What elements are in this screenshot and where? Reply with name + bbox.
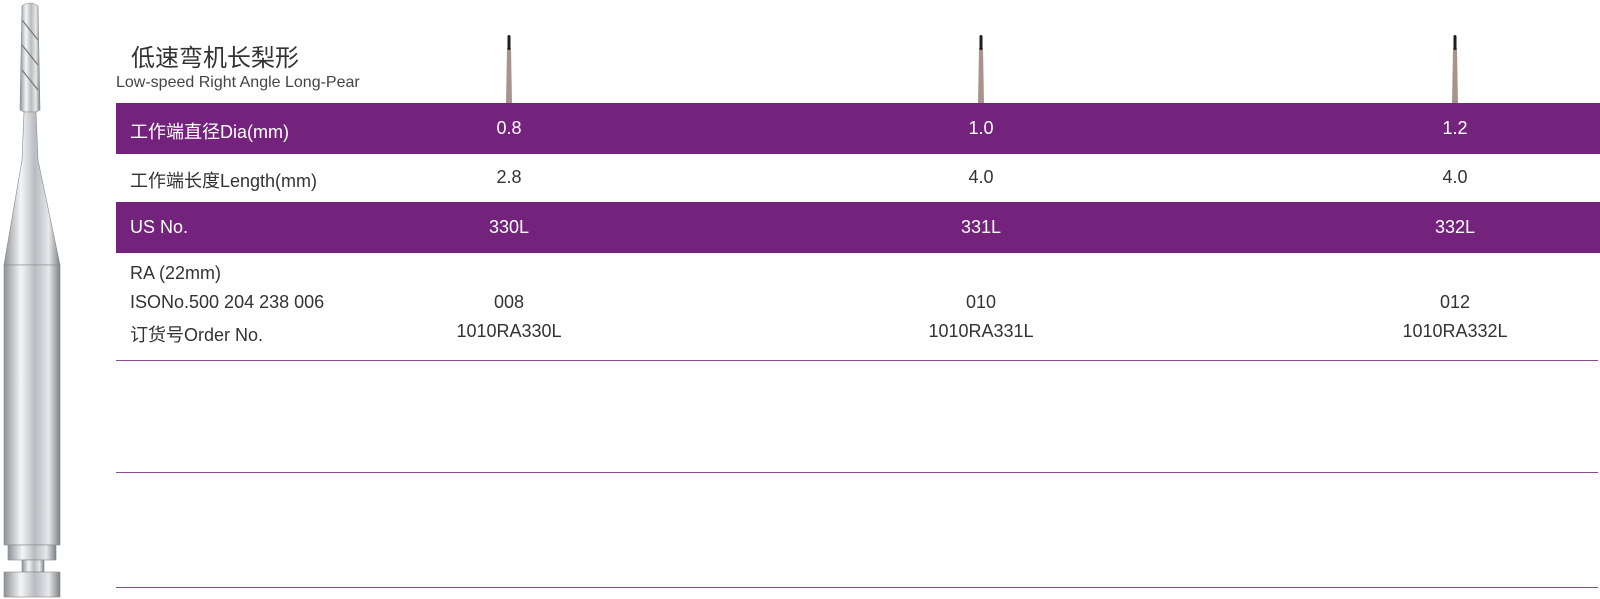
row-label: US No. [130, 216, 189, 237]
row-label: 工作端长度Length(mm) [130, 171, 318, 191]
cell-value: 1.2 [1442, 117, 1468, 138]
bur-icon [506, 35, 512, 104]
row-label: 订货号Order No. [130, 325, 264, 345]
bur-illustration [3, 2, 61, 598]
row-label: 工作端直径Dia(mm) [130, 121, 289, 142]
table-row: US No. 330L 331L 332L [116, 202, 1600, 253]
cell-value: 1.0 [968, 117, 994, 138]
bur-icon [1452, 35, 1458, 104]
bur-icon [978, 35, 984, 104]
row-label: RA (22mm) [130, 263, 222, 283]
cell-value: 0.8 [496, 117, 522, 138]
divider-line [116, 587, 1598, 588]
cell-value: 012 [1439, 292, 1471, 312]
cell-value: 008 [493, 292, 525, 312]
cell-value: 331L [960, 216, 1002, 237]
cell-value: 1010RA331L [928, 321, 1034, 341]
table-row: 工作端直径Dia(mm) 0.8 1.0 1.2 [116, 103, 1600, 154]
title: 低速弯机长梨形 [131, 45, 299, 72]
cell-value: 1010RA332L [1402, 321, 1508, 341]
cell-value: 1010RA330L [456, 321, 562, 341]
table-row: RA (22mm) ISONo.500 204 238 006 订货号Order N… [116, 253, 1600, 360]
cell-value: 4.0 [1442, 167, 1468, 187]
cell-value: 010 [965, 292, 997, 312]
divider-line [116, 360, 1598, 361]
row-label: ISONo.500 204 238 006 [130, 292, 325, 312]
table-row: 工作端长度Length(mm) 2.8 4.0 4.0 [116, 154, 1600, 202]
cell-value: 330L [488, 216, 530, 237]
subtitle: Low-speed Right Angle Long-Pear [116, 74, 360, 91]
cell-value: 2.8 [496, 167, 522, 187]
cell-value: 332L [1434, 216, 1476, 237]
divider-line [116, 472, 1598, 473]
cell-value: 4.0 [968, 167, 994, 187]
